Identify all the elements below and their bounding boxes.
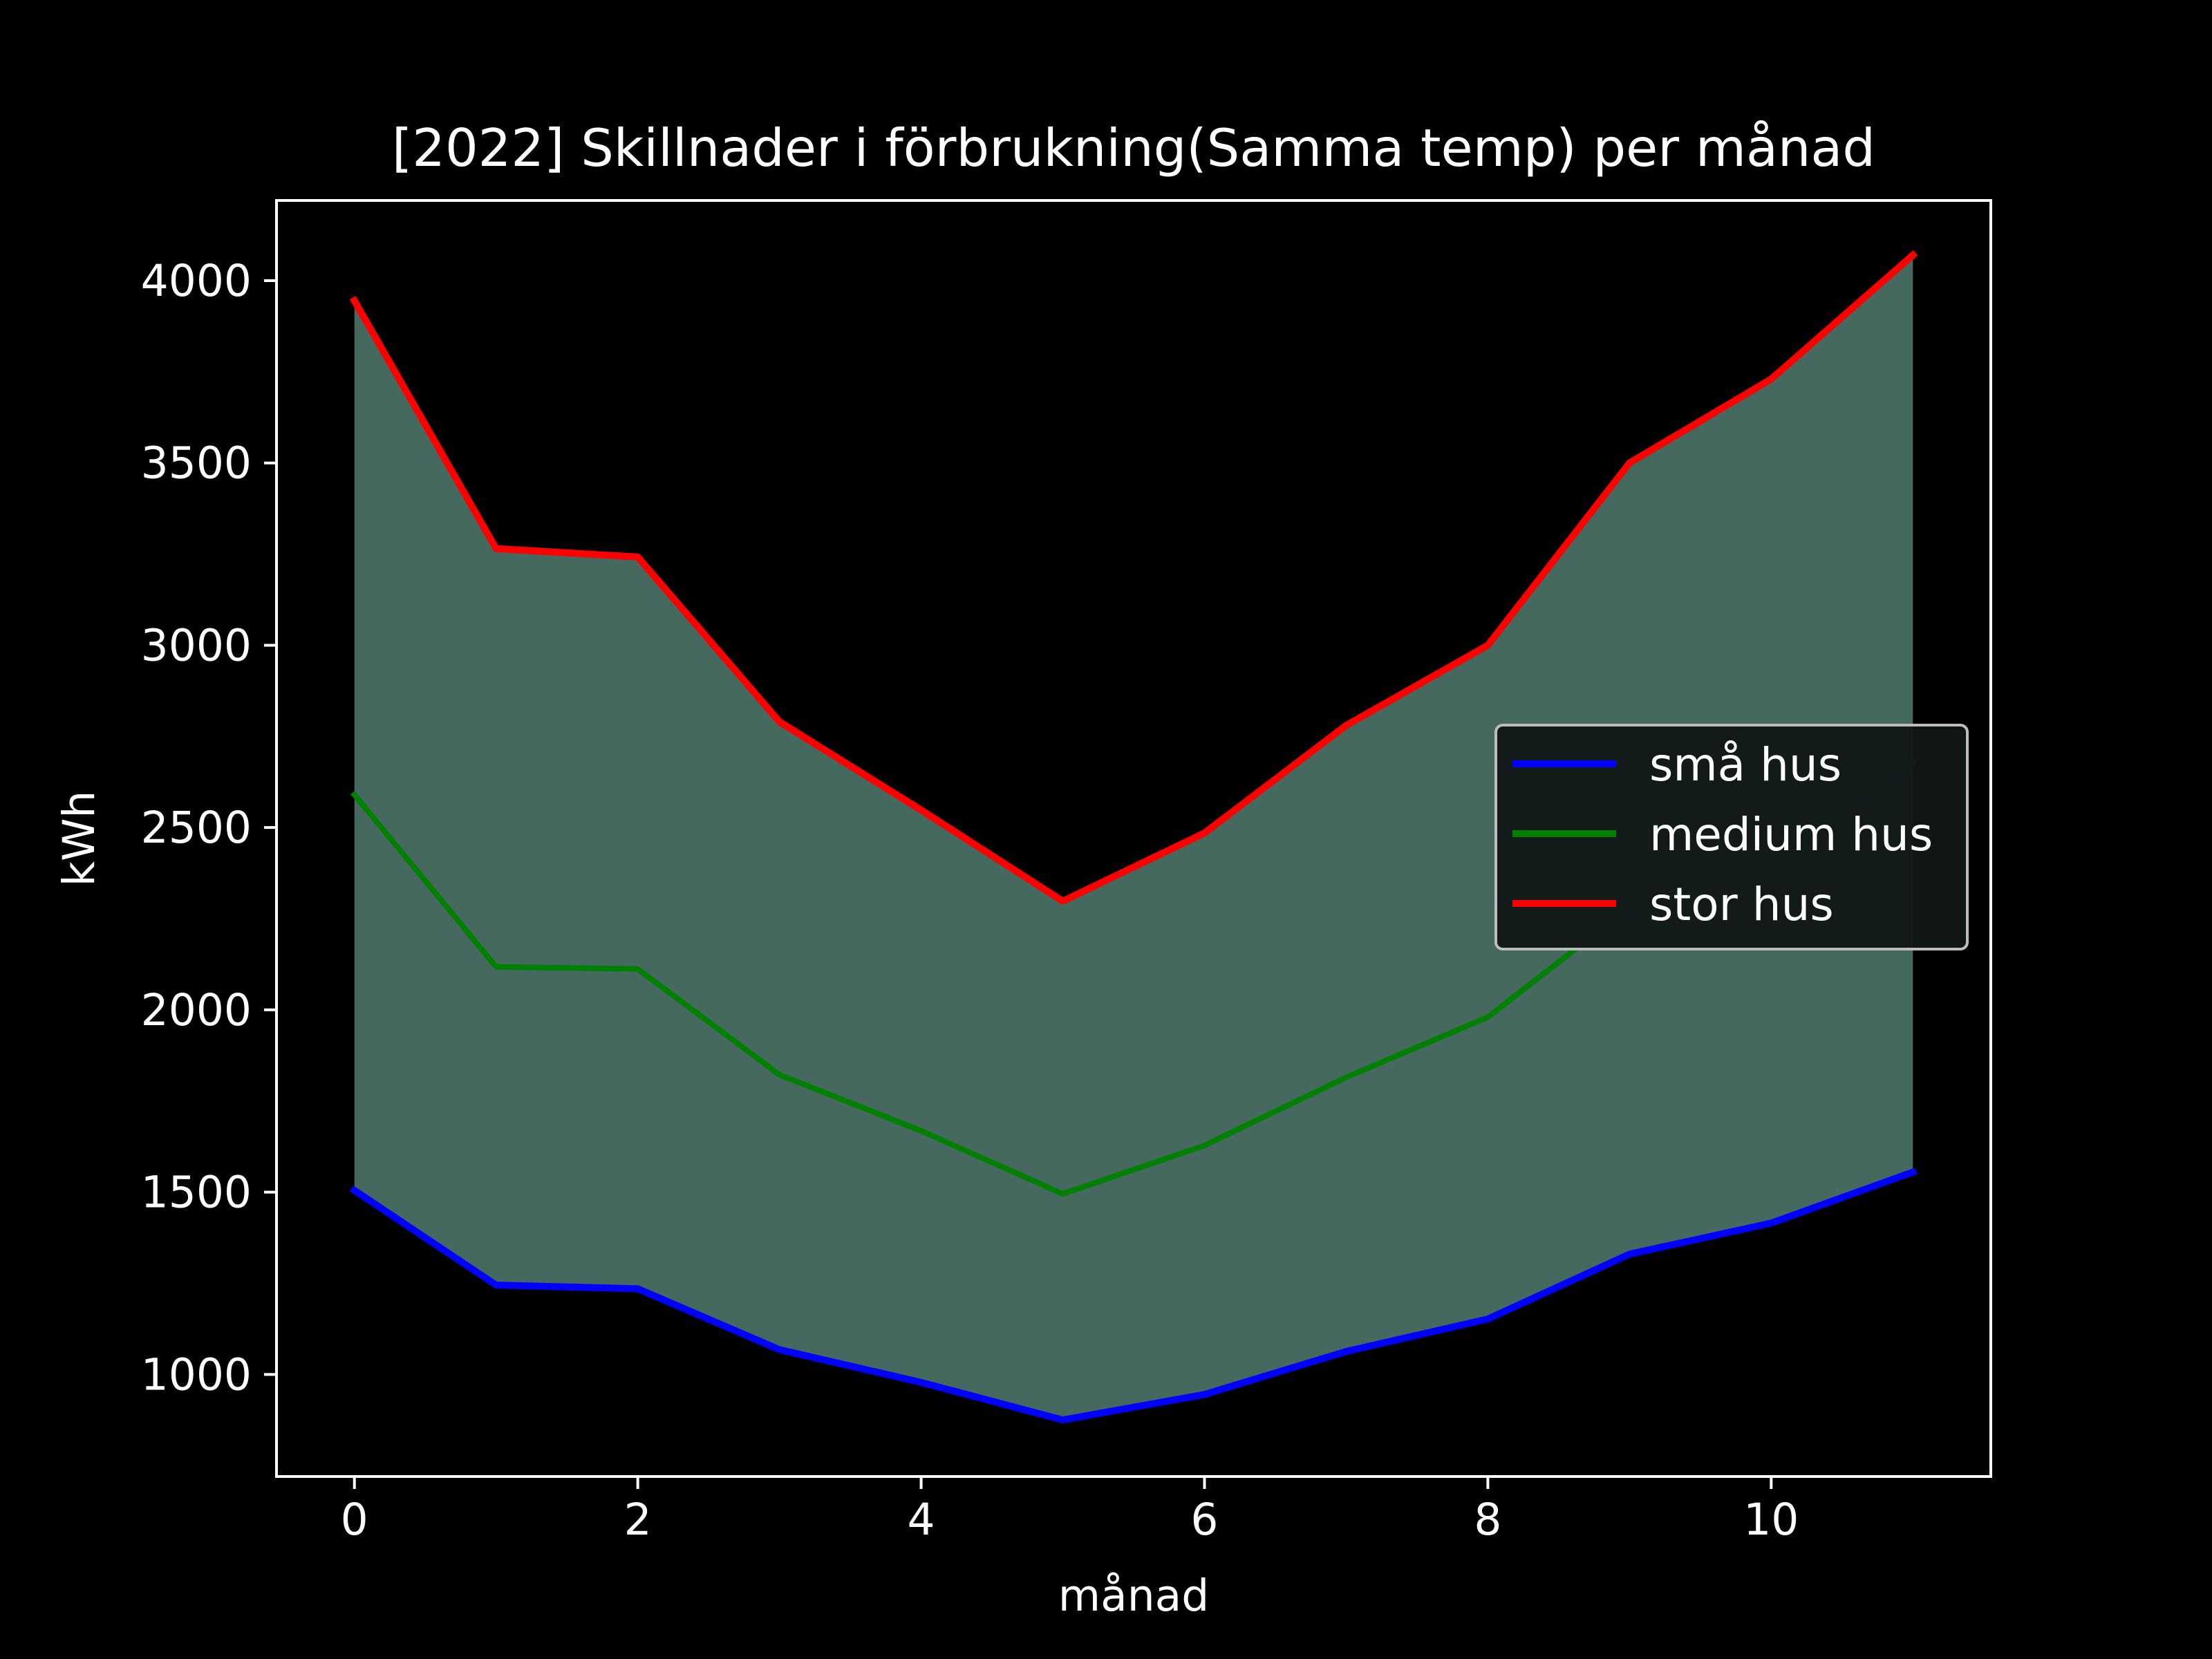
y-tick-label: 2000 [141,985,252,1035]
y-axis-label: kWh [54,791,104,887]
y-tick-label: 1000 [141,1349,252,1400]
y-tick-label: 3500 [141,438,252,489]
legend-label: små hus [1649,738,1841,791]
x-tick-label: 6 [1190,1494,1218,1545]
chart-title: [2022] Skillnader i förbrukning(Samma te… [392,118,1875,178]
legend-label: stor hus [1649,878,1834,931]
x-tick-label: 2 [624,1494,652,1545]
x-tick-label: 10 [1743,1494,1799,1545]
x-tick-label: 0 [341,1494,368,1545]
x-tick-label: 8 [1474,1494,1501,1545]
series-line-1 [349,1168,1918,1424]
series-line-3 [349,250,1918,905]
y-tick-label: 2500 [141,803,252,853]
legend-label: medium hus [1649,808,1933,861]
plot-frame [275,199,1992,1478]
y-tick-label: 1500 [141,1168,252,1218]
x-axis-label: månad [1058,1571,1210,1621]
y-tick-label: 3000 [141,620,252,671]
ticks-layer: 0 2 4 6 8 10 1000 1500 2000 2500 3000 3500 4000 [141,256,1799,1545]
y-tick-label: 4000 [141,256,252,306]
fill-between-area [354,255,1913,1421]
legend-box [1494,724,1969,950]
legend: små hus medium hus stor hus [1494,724,1969,950]
x-tick-label: 4 [908,1494,935,1545]
